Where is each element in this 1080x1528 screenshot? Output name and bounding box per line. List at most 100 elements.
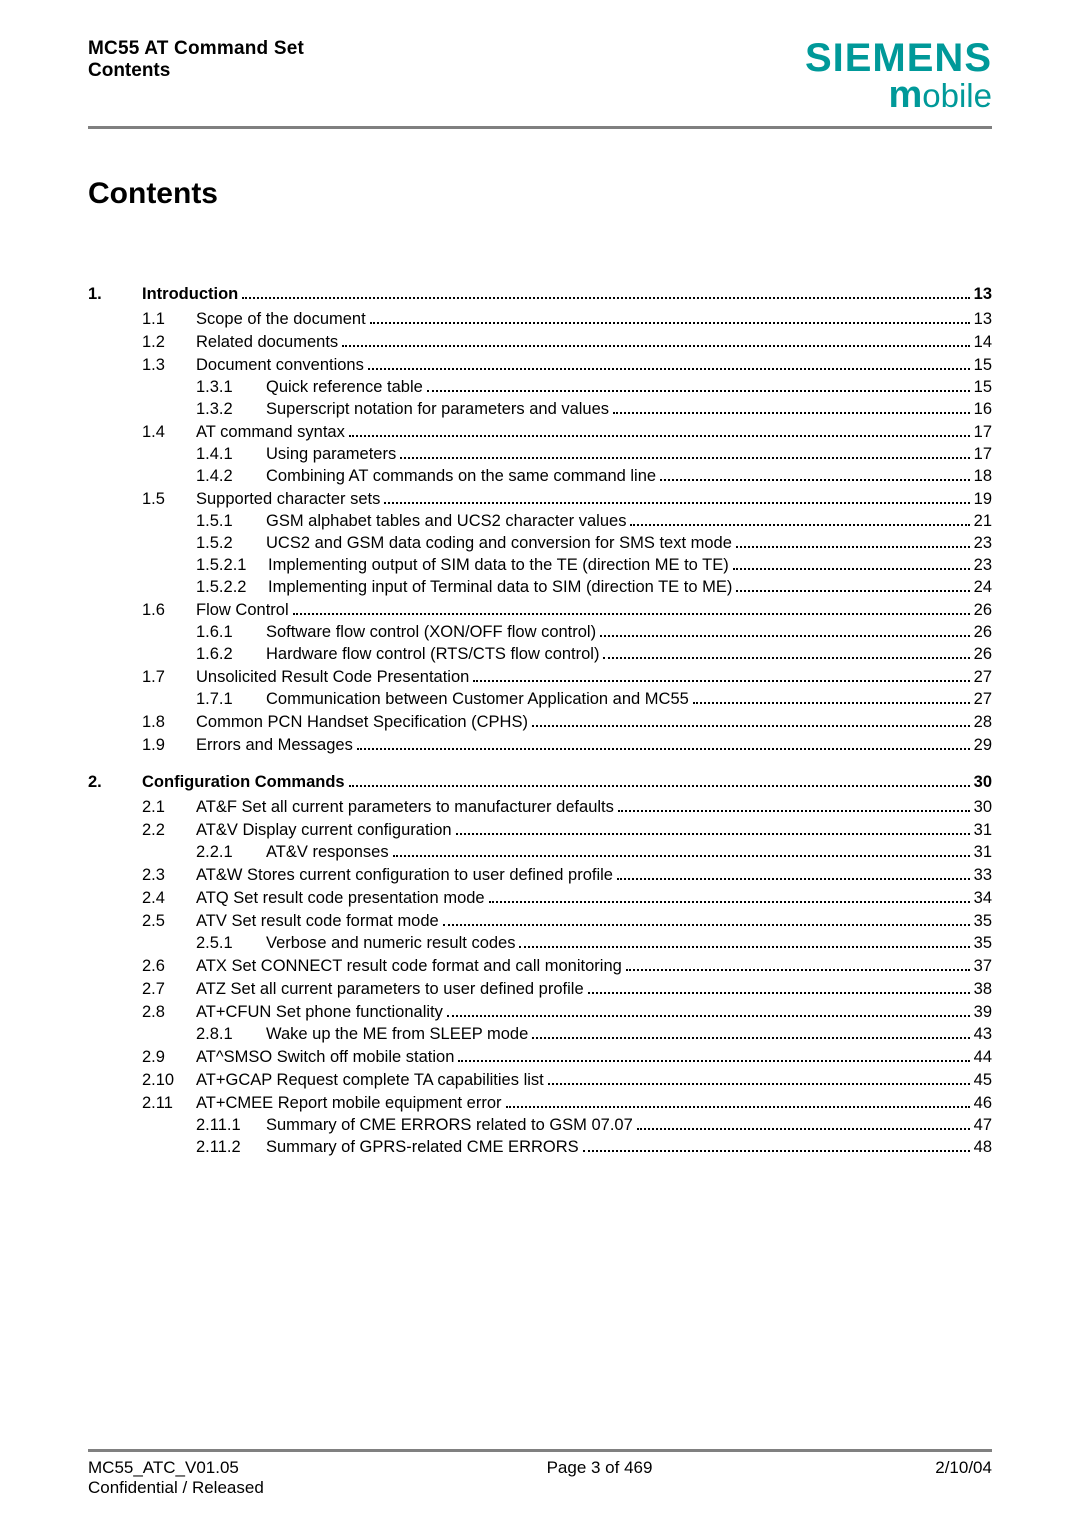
toc-entry[interactable]: 1.2Related documents14 [88,333,992,352]
toc-entry[interactable]: 2.11.2Summary of GPRS-related CME ERRORS… [88,1138,992,1157]
toc-leader-dots [342,345,969,347]
toc-number: 1.9 [142,736,196,755]
toc-leader-dots [637,1128,970,1130]
toc-entry[interactable]: 1.4.1Using parameters17 [88,445,992,464]
toc-entry[interactable]: 2.6ATX Set CONNECT result code format an… [88,957,992,976]
page-title: Contents [88,177,992,211]
toc-entry[interactable]: 1.7Unsolicited Result Code Presentation2… [88,668,992,687]
toc-entry[interactable]: 2.9AT^SMSO Switch off mobile station44 [88,1048,992,1067]
toc-entry[interactable]: 1.5.2.1Implementing output of SIM data t… [88,556,992,575]
toc-leader-dots [630,524,969,526]
toc-number: 2.11.1 [196,1116,266,1135]
toc-label: AT command syntax [196,423,345,442]
toc-entry[interactable]: 1.3.2Superscript notation for parameters… [88,400,992,419]
toc-number: 1.7 [142,668,196,687]
siemens-logo: SIEMENS [805,38,992,78]
toc-number: 2.2 [142,821,196,840]
toc-number: 1.3 [142,356,196,375]
toc-entry[interactable]: 1.4AT command syntax17 [88,423,992,442]
toc-entry[interactable]: 1.6.2Hardware flow control (RTS/CTS flow… [88,645,992,664]
toc-entry[interactable]: 2.8AT+CFUN Set phone functionality39 [88,1003,992,1022]
toc-entry[interactable]: 1.3Document conventions15 [88,356,992,375]
toc-entry[interactable]: 1.6Flow Control26 [88,601,992,620]
toc-entry[interactable]: 1.8Common PCN Handset Specification (CPH… [88,713,992,732]
toc-number: 1.3.1 [196,378,266,397]
toc-label: Software flow control (XON/OFF flow cont… [266,623,596,642]
toc-entry[interactable]: 1.6.1Software flow control (XON/OFF flow… [88,623,992,642]
toc-number: 2.11 [142,1094,196,1113]
toc-label: AT^SMSO Switch off mobile station [196,1048,454,1067]
toc-entry[interactable]: 1.Introduction13 [88,285,992,304]
toc-entry[interactable]: 1.9Errors and Messages29 [88,736,992,755]
toc-label: AT&W Stores current configuration to use… [196,866,613,885]
toc-entry[interactable]: 1.5.2UCS2 and GSM data coding and conver… [88,534,992,553]
toc-leader-dots [548,1083,970,1085]
toc-entry[interactable]: 2.3AT&W Stores current configuration to … [88,866,992,885]
toc-entry[interactable]: 2.5.1Verbose and numeric result codes35 [88,934,992,953]
toc-page: 14 [974,333,992,352]
toc-entry[interactable]: 2.2AT&V Display current configuration31 [88,821,992,840]
toc-entry[interactable]: 2.11AT+CMEE Report mobile equipment erro… [88,1094,992,1113]
toc-page: 38 [974,980,992,999]
toc-label: Using parameters [266,445,396,464]
toc-number: 1.5.2.2 [196,578,268,597]
toc-entry[interactable]: 1.4.2Combining AT commands on the same c… [88,467,992,486]
toc-page: 35 [974,912,992,931]
toc-entry[interactable]: 1.3.1Quick reference table15 [88,378,992,397]
toc-entry[interactable]: 1.5.1GSM alphabet tables and UCS2 charac… [88,512,992,531]
toc-page: 17 [974,445,992,464]
toc-page: 26 [974,645,992,664]
toc-leader-dots [617,878,970,880]
toc-entry[interactable]: 2.4ATQ Set result code presentation mode… [88,889,992,908]
toc-number: 1.6.2 [196,645,266,664]
toc-entry[interactable]: 1.1Scope of the document13 [88,310,992,329]
toc-page: 37 [974,957,992,976]
toc-entry[interactable]: 1.5Supported character sets19 [88,490,992,509]
toc-entry[interactable]: 2.7ATZ Set all current parameters to use… [88,980,992,999]
toc-entry[interactable]: 2.1AT&F Set all current parameters to ma… [88,798,992,817]
table-of-contents: 1.Introduction13 1.1Scope of the document… [88,267,992,1157]
toc-entry[interactable]: 2.Configuration Commands30 [88,773,992,792]
toc-label: AT+GCAP Request complete TA capabilities… [196,1071,544,1090]
toc-label: ATV Set result code format mode [196,912,439,931]
toc-label: Combining AT commands on the same comman… [266,467,656,486]
toc-entry[interactable]: 2.10AT+GCAP Request complete TA capabili… [88,1071,992,1090]
toc-leader-dots [458,1060,969,1062]
toc-entry[interactable]: 2.2.1AT&V responses31 [88,843,992,862]
toc-page: 45 [974,1071,992,1090]
toc-entry[interactable]: 2.8.1Wake up the ME from SLEEP mode43 [88,1025,992,1044]
header-right: SIEMENS mobile [805,38,992,114]
toc-leader-dots [506,1106,970,1108]
toc-label: Communication between Customer Applicati… [266,690,689,709]
toc-page: 46 [974,1094,992,1113]
toc-leader-dots [393,855,970,857]
toc-page: 33 [974,866,992,885]
toc-number: 1.5.1 [196,512,266,531]
toc-label: Superscript notation for parameters and … [266,400,609,419]
toc-number: 1.5 [142,490,196,509]
footer-center: Page 3 of 469 [547,1458,653,1498]
toc-leader-dots [293,613,970,615]
toc-entry[interactable]: 2.5ATV Set result code format mode35 [88,912,992,931]
toc-entry[interactable]: 2.11.1Summary of CME ERRORS related to G… [88,1116,992,1135]
toc-leader-dots [736,590,969,592]
toc-leader-dots [618,810,970,812]
toc-page: 18 [974,467,992,486]
toc-entry[interactable]: 1.5.2.2Implementing input of Terminal da… [88,578,992,597]
toc-leader-dots [600,635,970,637]
toc-number: 1.8 [142,713,196,732]
toc-leader-dots [427,390,970,392]
toc-leader-dots [693,702,970,704]
page: MC55 AT Command Set Contents SIEMENS mob… [0,0,1080,1528]
toc-number: 2.1 [142,798,196,817]
toc-leader-dots [733,568,970,570]
toc-entry[interactable]: 1.7.1Communication between Customer Appl… [88,690,992,709]
toc-leader-dots [400,457,969,459]
toc-leader-dots [613,412,970,414]
toc-label: Related documents [196,333,338,352]
toc-number: 2.9 [142,1048,196,1067]
toc-leader-dots [736,546,970,548]
toc-page: 43 [974,1025,992,1044]
toc-page: 15 [974,356,992,375]
toc-number: 2.5.1 [196,934,266,953]
